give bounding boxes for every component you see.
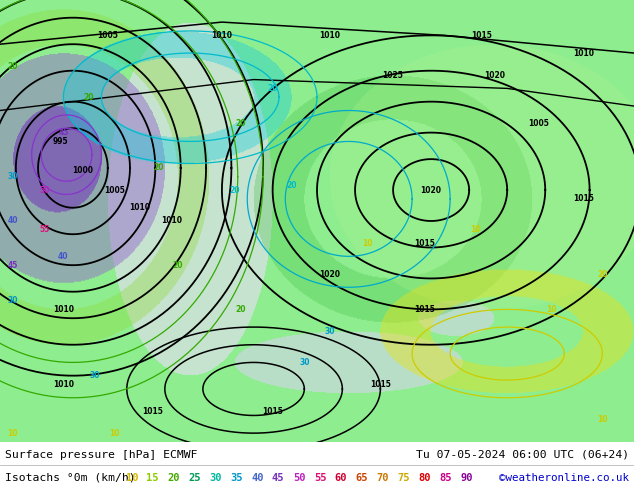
Text: 1020: 1020 [319, 270, 340, 278]
Text: 10: 10 [597, 416, 607, 424]
Text: 45: 45 [272, 473, 285, 483]
Text: 20: 20 [236, 305, 246, 314]
Text: 20: 20 [268, 84, 278, 93]
Text: 1000: 1000 [72, 166, 93, 174]
Text: 20: 20 [597, 270, 607, 278]
Text: 1010: 1010 [211, 31, 233, 40]
Text: ©weatheronline.co.uk: ©weatheronline.co.uk [499, 473, 629, 483]
Text: 1010: 1010 [573, 49, 594, 57]
Text: 20: 20 [8, 62, 18, 71]
Text: 60: 60 [335, 473, 347, 483]
Text: 1010: 1010 [160, 217, 182, 225]
Text: 45: 45 [58, 128, 68, 137]
Text: 45: 45 [8, 261, 18, 270]
Text: 1015: 1015 [573, 195, 593, 203]
Text: 1015: 1015 [415, 239, 435, 247]
Text: 50: 50 [293, 473, 306, 483]
Text: 30: 30 [325, 327, 335, 336]
Text: 40: 40 [251, 473, 264, 483]
Text: 30: 30 [90, 371, 100, 380]
Text: 20: 20 [287, 181, 297, 190]
Text: 10: 10 [363, 239, 373, 247]
Text: 10: 10 [109, 429, 119, 438]
Text: 1010: 1010 [319, 31, 340, 40]
Text: 80: 80 [418, 473, 431, 483]
Text: 10: 10 [547, 305, 557, 314]
Text: 1010: 1010 [129, 203, 150, 212]
Text: 35: 35 [230, 473, 243, 483]
Text: 10: 10 [8, 429, 18, 438]
Text: 30: 30 [8, 296, 18, 305]
Text: Tu 07-05-2024 06:00 UTC (06+24): Tu 07-05-2024 06:00 UTC (06+24) [416, 450, 629, 460]
Text: 1020: 1020 [484, 71, 505, 80]
Text: Isotachs °0m (km/h): Isotachs °0m (km/h) [5, 473, 136, 483]
Text: Surface pressure [hPa] ECMWF: Surface pressure [hPa] ECMWF [5, 450, 198, 460]
Text: 1020: 1020 [420, 186, 442, 195]
Text: 1010: 1010 [53, 305, 74, 314]
Text: 1015: 1015 [142, 407, 162, 416]
Text: 1015: 1015 [472, 31, 492, 40]
Text: 10: 10 [126, 473, 138, 483]
Text: 1010: 1010 [53, 380, 74, 389]
Text: 1005: 1005 [104, 186, 124, 195]
Text: 15: 15 [146, 473, 159, 483]
Text: 20: 20 [167, 473, 180, 483]
Text: 20: 20 [153, 164, 164, 172]
Text: 995: 995 [53, 137, 68, 146]
Text: 55: 55 [39, 225, 49, 234]
Text: 20: 20 [84, 93, 94, 102]
Text: 1025: 1025 [383, 71, 403, 80]
Text: 30: 30 [299, 358, 309, 367]
Text: 20: 20 [236, 119, 246, 128]
Text: 40: 40 [8, 217, 18, 225]
Text: 50: 50 [39, 186, 49, 195]
Text: 1015: 1015 [415, 305, 435, 314]
Text: 20: 20 [230, 186, 240, 195]
Text: 20: 20 [172, 261, 183, 270]
Text: 1005: 1005 [98, 31, 118, 40]
Text: 90: 90 [460, 473, 473, 483]
Text: 25: 25 [188, 473, 201, 483]
Text: 1015: 1015 [370, 380, 391, 389]
Text: 55: 55 [314, 473, 327, 483]
Text: 40: 40 [58, 252, 68, 261]
Text: 1015: 1015 [262, 407, 283, 416]
Text: 70: 70 [377, 473, 389, 483]
Text: 65: 65 [356, 473, 368, 483]
Text: 30: 30 [8, 172, 18, 181]
Text: 75: 75 [398, 473, 410, 483]
Text: 1005: 1005 [529, 119, 549, 128]
Text: 10: 10 [470, 225, 481, 234]
Text: 85: 85 [439, 473, 452, 483]
Text: 30: 30 [209, 473, 222, 483]
